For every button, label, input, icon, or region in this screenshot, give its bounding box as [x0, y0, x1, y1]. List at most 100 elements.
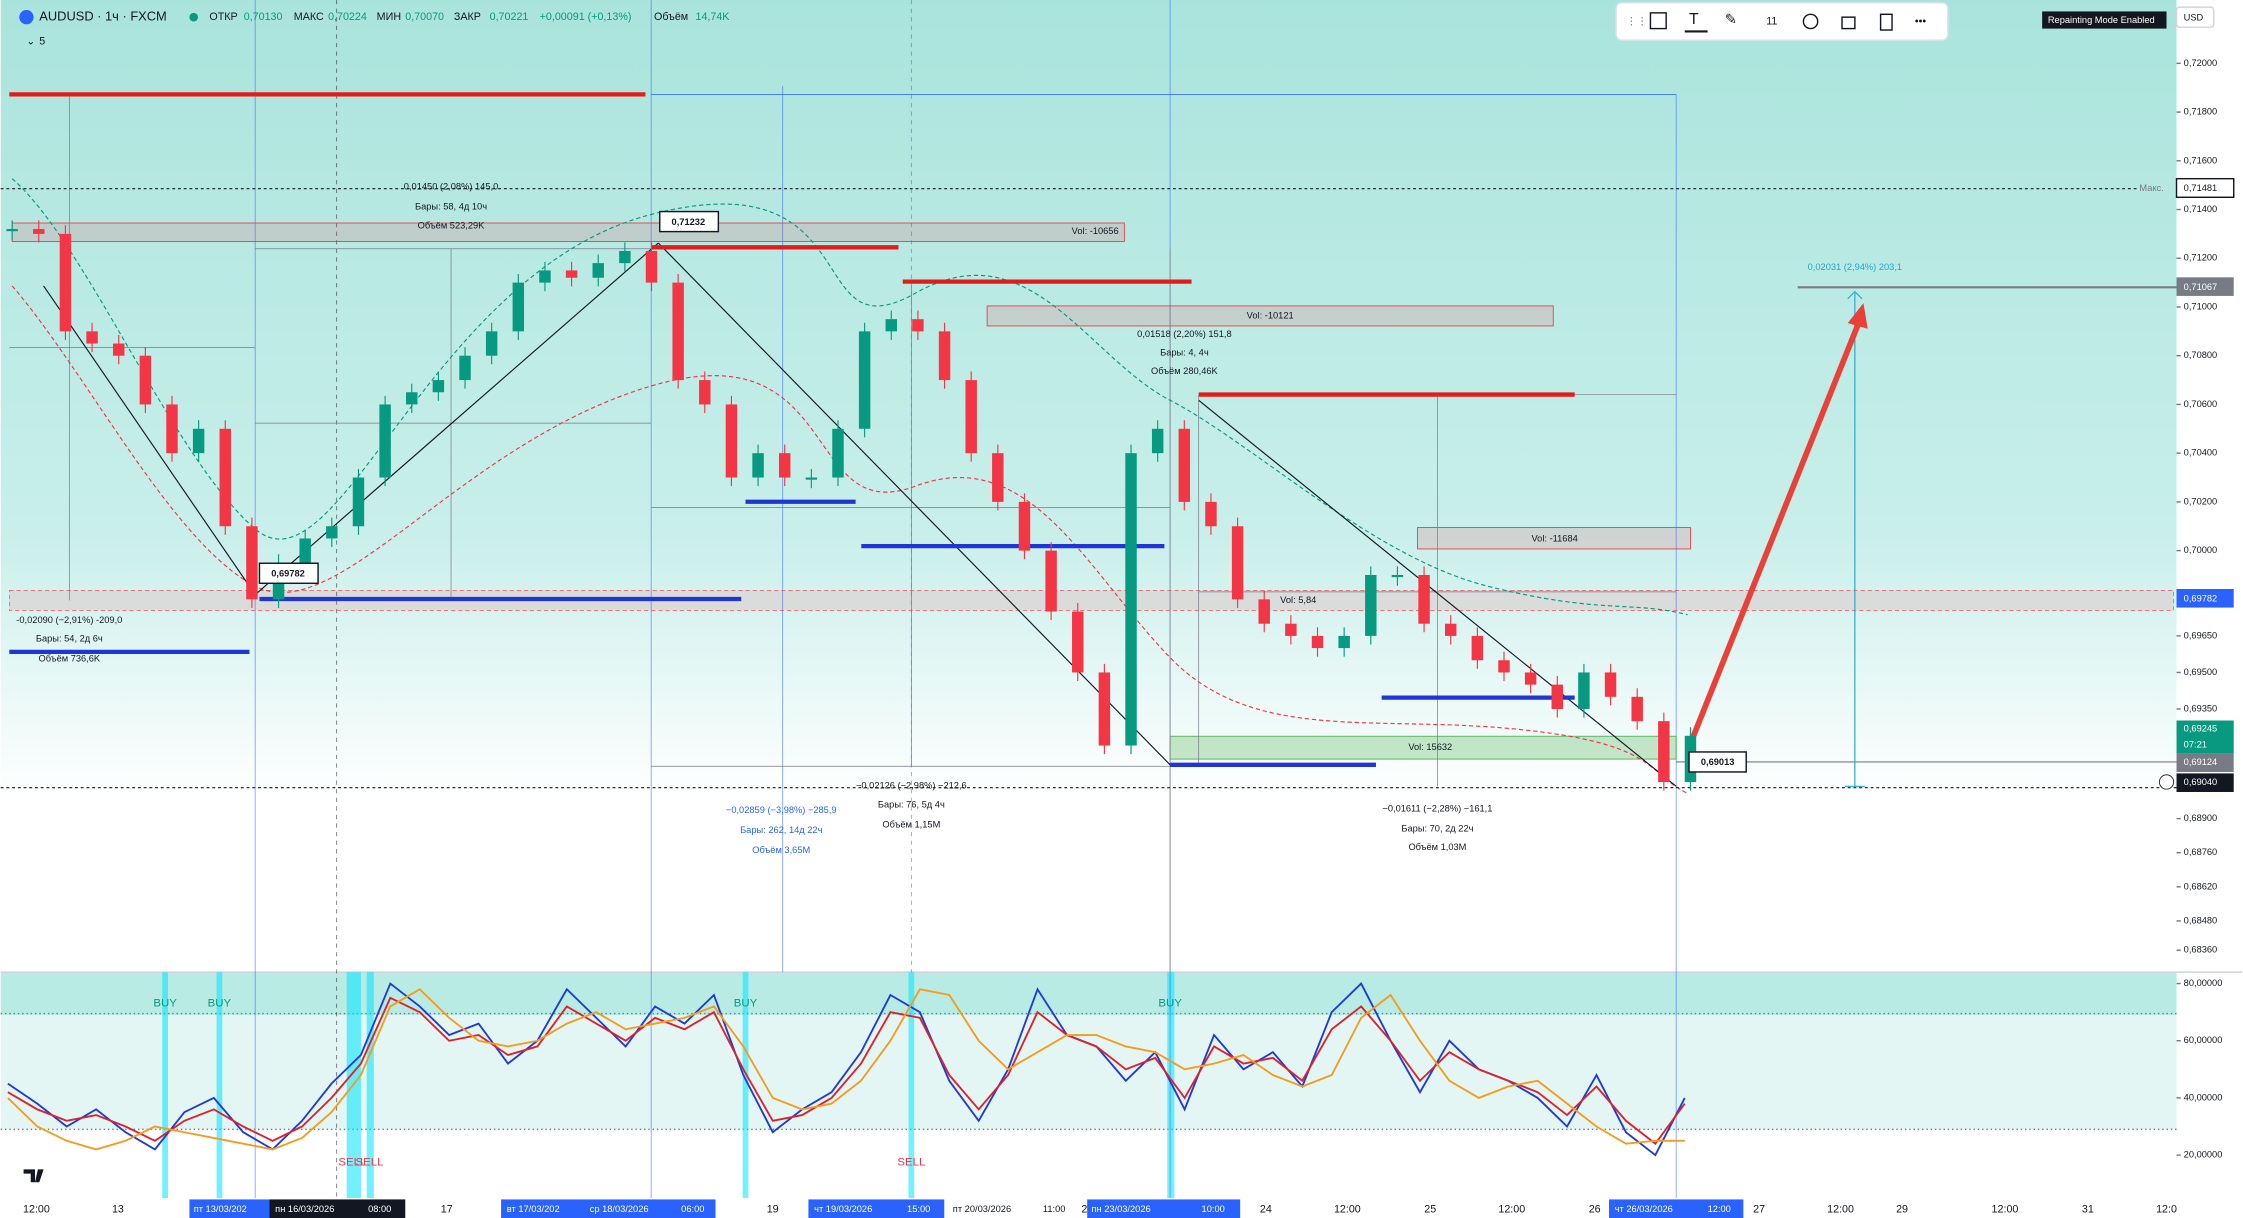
currency-bg[interactable] — [2175, 6, 2215, 28]
target-bg — [2176, 277, 2234, 296]
resistance-lines — [9, 92, 1575, 397]
measure-text: -0,02090 (−2,91%) -209,0 — [16, 615, 122, 625]
time-label: 12:00 — [1992, 1203, 2019, 1215]
time-label: 12:0 — [2156, 1203, 2177, 1215]
measure-text: −0,02859 (−3,98%) −285,9 — [726, 805, 837, 815]
zone-volume: Vol: -10121 — [1247, 310, 1294, 320]
tool-lock[interactable] — [1841, 16, 1856, 30]
candle — [1365, 574, 1377, 636]
signal-columns — [162, 972, 1175, 1198]
y-tick-label: 0,70400 — [2184, 448, 2218, 458]
candle — [619, 250, 631, 264]
zone — [11, 222, 1125, 243]
measure-text: Бары: 262, 14д 22ч — [740, 825, 823, 835]
candle — [406, 392, 418, 405]
tool-delete[interactable] — [1879, 13, 1893, 31]
time-label: 12:00 — [1827, 1203, 1854, 1215]
last-bg — [2176, 720, 2234, 754]
candle — [992, 453, 1004, 502]
max-price: 0,71481 — [2184, 183, 2218, 193]
time-highlight — [189, 1199, 270, 1218]
candle — [1418, 574, 1430, 624]
add-button[interactable] — [2158, 774, 2175, 790]
candle — [246, 526, 258, 600]
time-label: 19 — [767, 1203, 779, 1215]
tool-more[interactable]: ••• — [1915, 15, 1927, 27]
time-label: 12:00 — [1334, 1203, 1361, 1215]
target-measure-ends — [1844, 290, 1865, 787]
time-label: 06:00 — [681, 1204, 704, 1214]
candle — [725, 404, 738, 478]
candle — [219, 428, 231, 527]
candle — [1658, 721, 1670, 783]
buy-signal: BUY — [153, 998, 177, 1010]
candle — [1551, 684, 1563, 709]
candle — [778, 453, 791, 478]
time-label: 10:00 — [1202, 1204, 1225, 1214]
price-tag-bg — [659, 210, 720, 233]
measure-text: −0,01611 (−2,28%) −161,1 — [1382, 804, 1492, 814]
measure-text: Бары: 54, 2д 6ч — [36, 633, 103, 643]
candle — [699, 380, 711, 405]
y-tick-label: 0,69350 — [2184, 703, 2218, 713]
candle — [459, 355, 471, 381]
ohlc-label: МАКС — [294, 11, 324, 23]
time-label: 2 — [1081, 1203, 1087, 1215]
y-tick-label: 0,71800 — [2184, 107, 2218, 117]
measure-text: Бары: 4, 4ч — [1160, 348, 1209, 358]
y-tick-label: 0,71000 — [2184, 301, 2218, 311]
y-tick-label: 0,68360 — [2184, 945, 2218, 955]
currency[interactable]: USD — [2184, 12, 2204, 22]
target-text: 0,02031 (2,94%) 203,1 — [1808, 262, 1902, 272]
osc-band-top — [0, 972, 2177, 1015]
oscillator — [7, 982, 1686, 1157]
tool-fill[interactable]: ✎ — [1725, 12, 1737, 28]
measure-text: Бары: 70, 2д 22ч — [1401, 824, 1473, 834]
ohlc-value: 0,70224 — [328, 11, 367, 23]
time-highlight — [269, 1199, 406, 1218]
measure-text: 0,01450 (2,08%) 145,0 — [404, 182, 498, 192]
time-label: чт 19/03/2026 — [814, 1204, 872, 1214]
measure-text: −0,02126 (−2,98%) −212,6 — [856, 781, 967, 791]
indicator-count[interactable]: 5 — [39, 35, 45, 47]
candle — [1498, 660, 1510, 673]
candle — [539, 270, 551, 283]
measure-text: Бары: 58, 4д 10ч — [415, 202, 487, 212]
candle — [1604, 672, 1617, 697]
zone-volume: Vol: 15632 — [1408, 742, 1452, 752]
countdown: 07:21 — [2184, 739, 2207, 749]
low-bg — [2176, 773, 2234, 792]
candle — [33, 229, 45, 234]
candle — [139, 355, 152, 405]
tool-text[interactable]: T — [1689, 11, 1699, 28]
zone-volume: Vol: 5,84 — [1280, 595, 1316, 605]
tool-templates[interactable] — [1649, 12, 1667, 30]
y-tick-label: 80,00000 — [2184, 978, 2223, 988]
candle — [6, 229, 18, 232]
candle — [432, 380, 445, 393]
drag-handle[interactable]: ⋮⋮ — [1626, 15, 1647, 27]
time-label: 26 — [1589, 1203, 1601, 1215]
candle — [1311, 635, 1324, 649]
volume: 14,74K — [695, 11, 730, 23]
drawing-toolbar: ⋮⋮ T ✎ 11 ••• Repainting Mode Enabled US… — [1615, 2, 2215, 41]
y-tick-label: 0,69500 — [2184, 667, 2218, 677]
candle — [86, 331, 98, 344]
projection-arrow-head — [1847, 303, 1868, 329]
measure-text: Бары: 76, 5д 4ч — [878, 799, 945, 809]
candle — [1524, 672, 1537, 685]
buy-signal: BUY — [208, 998, 232, 1010]
tool-settings[interactable] — [1802, 13, 1819, 30]
y-tick-label: 0,68620 — [2184, 881, 2218, 891]
indicator-toggle[interactable]: ⌄ — [26, 35, 35, 47]
candle — [1391, 574, 1404, 578]
tool-font-size[interactable]: 11 — [1766, 15, 1777, 27]
osc-line — [7, 982, 1686, 1157]
candle — [379, 404, 391, 478]
measure-text: Объём 280,46K — [1151, 366, 1219, 376]
time-label: вт 17/03/202 — [507, 1204, 560, 1214]
price-tag-bg — [1688, 751, 1747, 773]
y-tick-label: 0,68760 — [2184, 847, 2218, 857]
osc-line — [7, 996, 1686, 1145]
price-tag: 0,69013 — [1701, 757, 1735, 767]
